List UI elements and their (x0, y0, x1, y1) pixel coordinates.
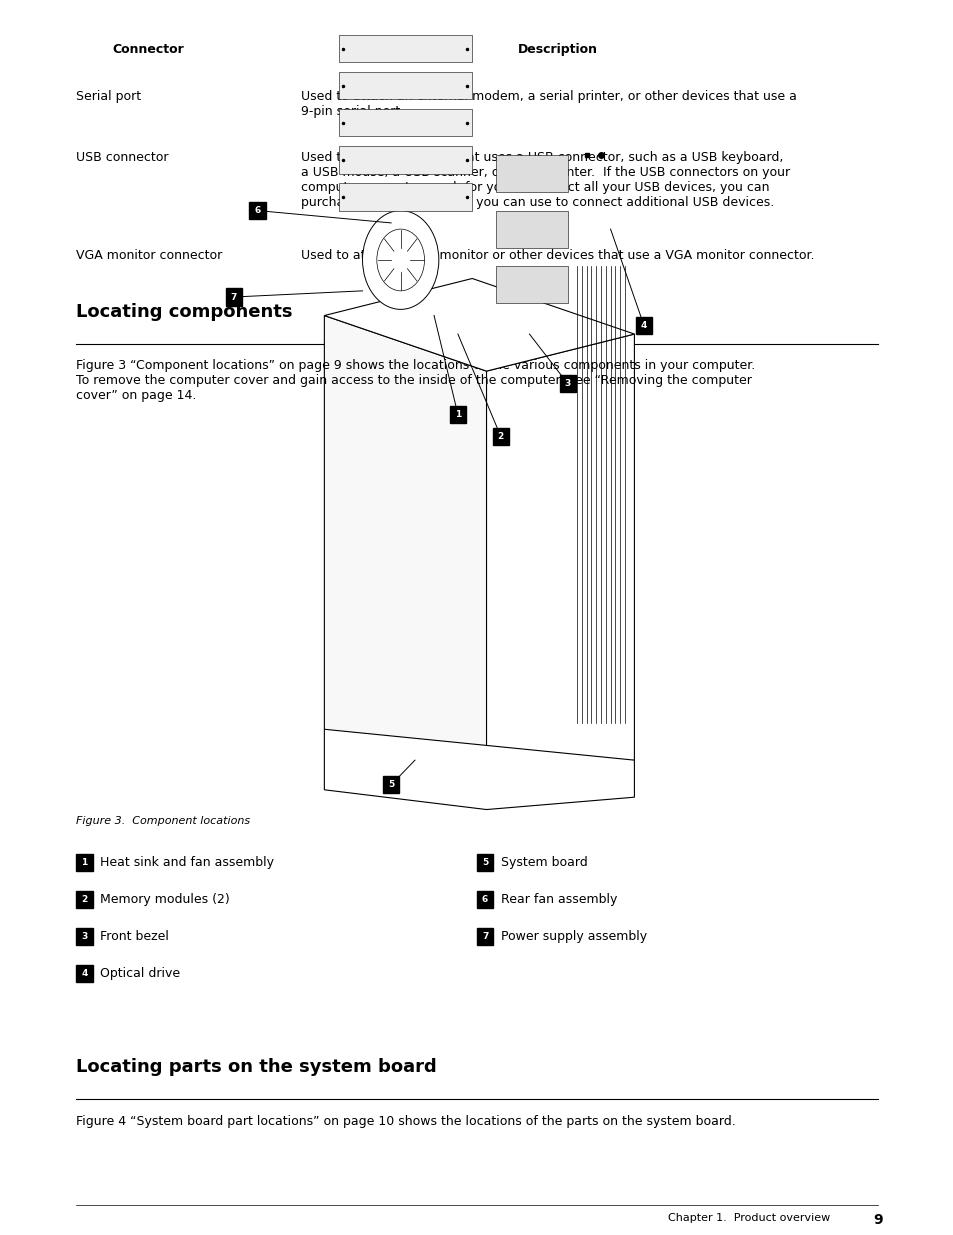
Text: USB connector: USB connector (76, 151, 169, 164)
Text: Connector: Connector (112, 43, 184, 57)
Circle shape (376, 230, 424, 291)
Text: 6: 6 (254, 206, 260, 215)
Text: Used to attach a VGA monitor or other devices that use a VGA monitor connector.: Used to attach a VGA monitor or other de… (300, 249, 813, 263)
FancyBboxPatch shape (476, 855, 493, 872)
Text: Locating parts on the system board: Locating parts on the system board (76, 1058, 436, 1076)
FancyBboxPatch shape (225, 289, 241, 306)
Text: Power supply assembly: Power supply assembly (500, 930, 646, 944)
FancyBboxPatch shape (476, 892, 493, 909)
Text: 3: 3 (81, 932, 88, 941)
Text: Locating components: Locating components (76, 304, 293, 321)
FancyBboxPatch shape (76, 855, 92, 872)
Text: 5: 5 (481, 858, 488, 867)
Text: 5: 5 (388, 781, 394, 789)
Text: Front bezel: Front bezel (100, 930, 169, 944)
Text: 7: 7 (481, 932, 488, 941)
Text: Serial port: Serial port (76, 90, 141, 104)
FancyBboxPatch shape (250, 203, 265, 220)
Text: Description: Description (517, 43, 598, 57)
Text: 1: 1 (81, 858, 88, 867)
Text: Rear fan assembly: Rear fan assembly (500, 893, 617, 906)
Text: 7: 7 (231, 293, 236, 301)
Polygon shape (324, 279, 634, 372)
FancyBboxPatch shape (76, 892, 92, 909)
Text: 3: 3 (564, 379, 570, 388)
Text: VGA monitor connector: VGA monitor connector (76, 249, 222, 263)
FancyBboxPatch shape (636, 317, 652, 335)
Text: Figure 3.  Component locations: Figure 3. Component locations (76, 816, 251, 826)
FancyBboxPatch shape (476, 929, 493, 946)
Bar (338, 109, 472, 137)
Text: System board: System board (500, 856, 587, 869)
Text: Figure 3 “Component locations” on page 9 shows the locations of the various comp: Figure 3 “Component locations” on page 9… (76, 359, 755, 401)
Text: Optical drive: Optical drive (100, 967, 180, 981)
Text: 4: 4 (81, 969, 88, 978)
FancyBboxPatch shape (382, 777, 398, 794)
Bar (496, 156, 567, 193)
Text: 2: 2 (497, 432, 503, 441)
Polygon shape (324, 316, 486, 785)
Polygon shape (324, 730, 634, 810)
Circle shape (362, 211, 438, 310)
Text: Heat sink and fan assembly: Heat sink and fan assembly (100, 856, 274, 869)
Polygon shape (486, 335, 634, 785)
Bar (338, 73, 472, 100)
FancyBboxPatch shape (449, 406, 465, 424)
FancyBboxPatch shape (76, 929, 92, 946)
FancyBboxPatch shape (492, 429, 509, 446)
Text: Figure 4 “System board part locations” on page 10 shows the locations of the par: Figure 4 “System board part locations” o… (76, 1115, 736, 1128)
Text: Memory modules (2): Memory modules (2) (100, 893, 230, 906)
Text: 9: 9 (872, 1213, 882, 1226)
Text: Used to attach an external modem, a serial printer, or other devices that use a
: Used to attach an external modem, a seri… (300, 90, 796, 119)
Bar (496, 267, 567, 304)
Bar (338, 184, 472, 211)
Bar (338, 147, 472, 174)
Bar (496, 211, 567, 248)
Text: 4: 4 (640, 321, 646, 330)
Text: 2: 2 (81, 895, 88, 904)
Text: Chapter 1.  Product overview: Chapter 1. Product overview (667, 1213, 829, 1223)
Text: Used to attach a device that uses a USB connector, such as a USB keyboard,
a USB: Used to attach a device that uses a USB … (300, 151, 789, 209)
Bar (338, 36, 472, 63)
Text: 1: 1 (455, 410, 460, 419)
FancyBboxPatch shape (76, 966, 92, 983)
FancyBboxPatch shape (558, 375, 575, 393)
Text: 6: 6 (481, 895, 488, 904)
